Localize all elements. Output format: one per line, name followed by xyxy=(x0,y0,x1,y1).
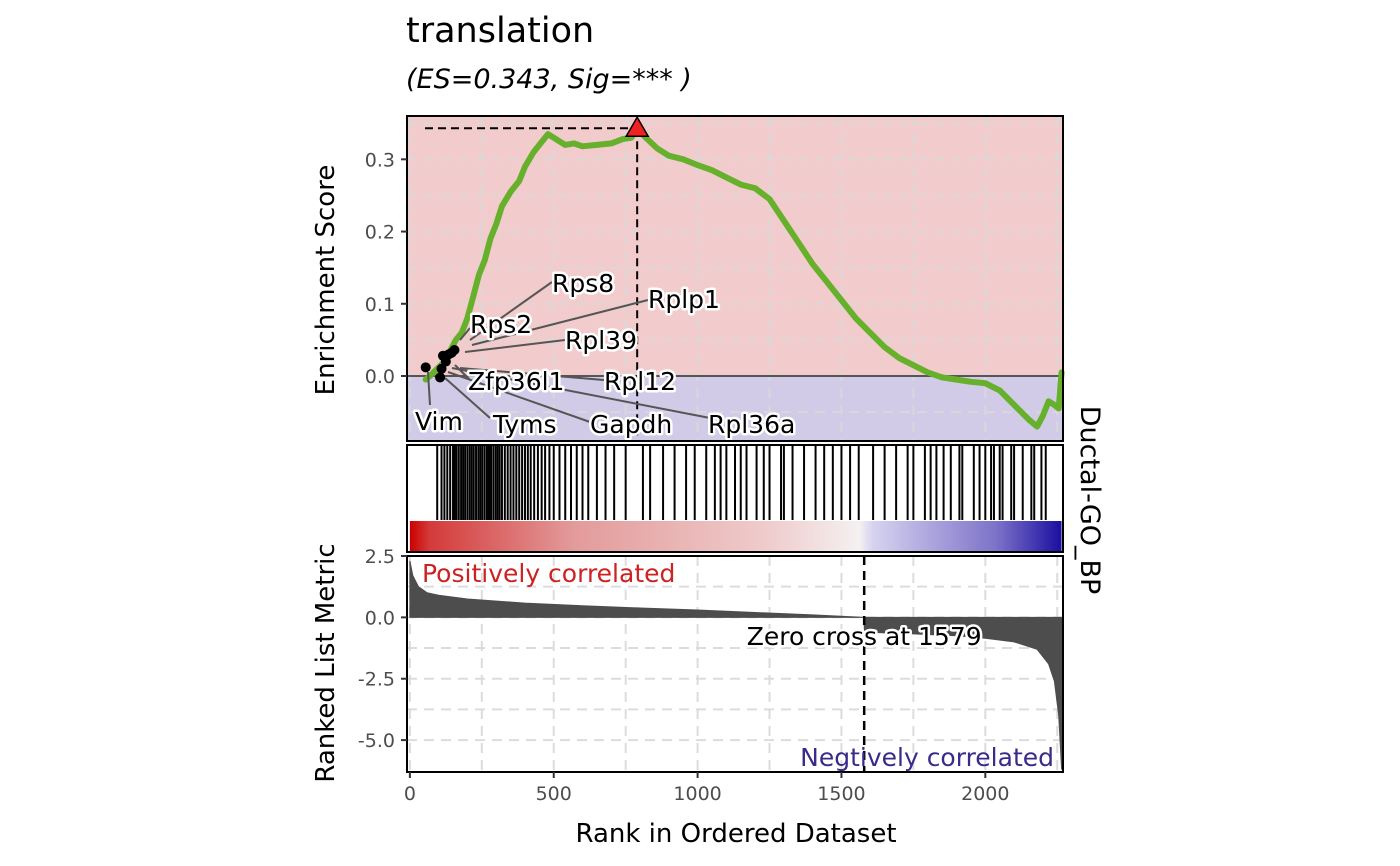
metric-background xyxy=(407,556,1063,772)
y-tick-label: 0.2 xyxy=(365,222,395,244)
gene-label: Rpl36a xyxy=(708,410,795,439)
gene-label-leader xyxy=(469,281,553,341)
ranked-metric-axis-title: Ranked List Metric xyxy=(311,543,341,782)
hits-panel-border xyxy=(406,444,1064,553)
leading-edge-point xyxy=(420,362,431,373)
y-tick-label: 0.0 xyxy=(365,366,395,388)
gene-label: Rplp1 xyxy=(648,285,720,314)
chart-subtitle: (ES=0.343, Sig=*** ) xyxy=(406,64,692,95)
gene-label-leader xyxy=(471,299,649,346)
gene-label-leader xyxy=(451,367,711,419)
hit-lines-panel xyxy=(406,444,1064,553)
gene-label-leader xyxy=(427,371,431,406)
gene-label-leader xyxy=(464,339,566,353)
gene-label-leader xyxy=(454,364,471,381)
y-tick-label: 0.1 xyxy=(365,294,395,316)
leading-edge-point xyxy=(436,363,447,374)
gene-label: Zfp36l1 xyxy=(468,367,564,396)
leading-edge-point xyxy=(435,372,446,383)
enrichment-panel-border xyxy=(406,115,1064,442)
gene-label-leader xyxy=(447,371,591,423)
positive-correlated-label: Positively correlated xyxy=(422,559,675,588)
gene-label-leader xyxy=(459,327,471,341)
y-tick-label: -5.0 xyxy=(358,730,395,752)
gene-label-leader xyxy=(444,377,491,419)
x-tick-label: 0 xyxy=(404,783,416,805)
negative-region xyxy=(407,376,1063,441)
axis-labels: 0 500 1000 1500 2000 xyxy=(404,772,1009,805)
x-tick-label: 1500 xyxy=(817,783,865,805)
metric-panel-border xyxy=(406,555,1064,773)
enrichment-curve xyxy=(422,125,1065,430)
gene-label-leader xyxy=(459,367,605,381)
gene-label: Gapdh xyxy=(590,410,672,439)
gene-label: Rpl12 xyxy=(604,367,676,396)
x-tick-label: 1000 xyxy=(673,783,721,805)
leading-edge-point xyxy=(449,345,460,355)
negative-correlated-label: Negtively correlated xyxy=(800,743,1054,772)
gene-label: Vim xyxy=(415,407,463,436)
y-tick-label: 0.3 xyxy=(365,149,395,171)
x-tick-label: 500 xyxy=(536,783,572,805)
x-axis-title: Rank in Ordered Dataset xyxy=(575,819,896,849)
y-tick-label: 2.5 xyxy=(365,546,395,568)
zero-cross-label: Zero cross at 1579 xyxy=(747,622,982,651)
x-tick-label: 2000 xyxy=(961,783,1009,805)
rank-gradient-bar xyxy=(409,521,1062,551)
enrichment-score-axis-title: Enrichment Score xyxy=(311,165,341,396)
y-tick-label: 0.0 xyxy=(365,607,395,629)
ranked-metric-panel: Positively correlated Negtively correlate… xyxy=(358,546,1064,773)
gene-label: Tyms xyxy=(492,410,557,439)
gene-label: Rps2 xyxy=(470,310,532,339)
peak-marker xyxy=(624,115,650,138)
chart-title: translation xyxy=(406,11,594,51)
y-tick-label: -2.5 xyxy=(358,669,395,691)
gene-label: Rpl39 xyxy=(565,326,637,355)
gene-label: Rps8 xyxy=(552,269,614,298)
strip-label: Ductal-GO_BP xyxy=(1074,406,1105,595)
